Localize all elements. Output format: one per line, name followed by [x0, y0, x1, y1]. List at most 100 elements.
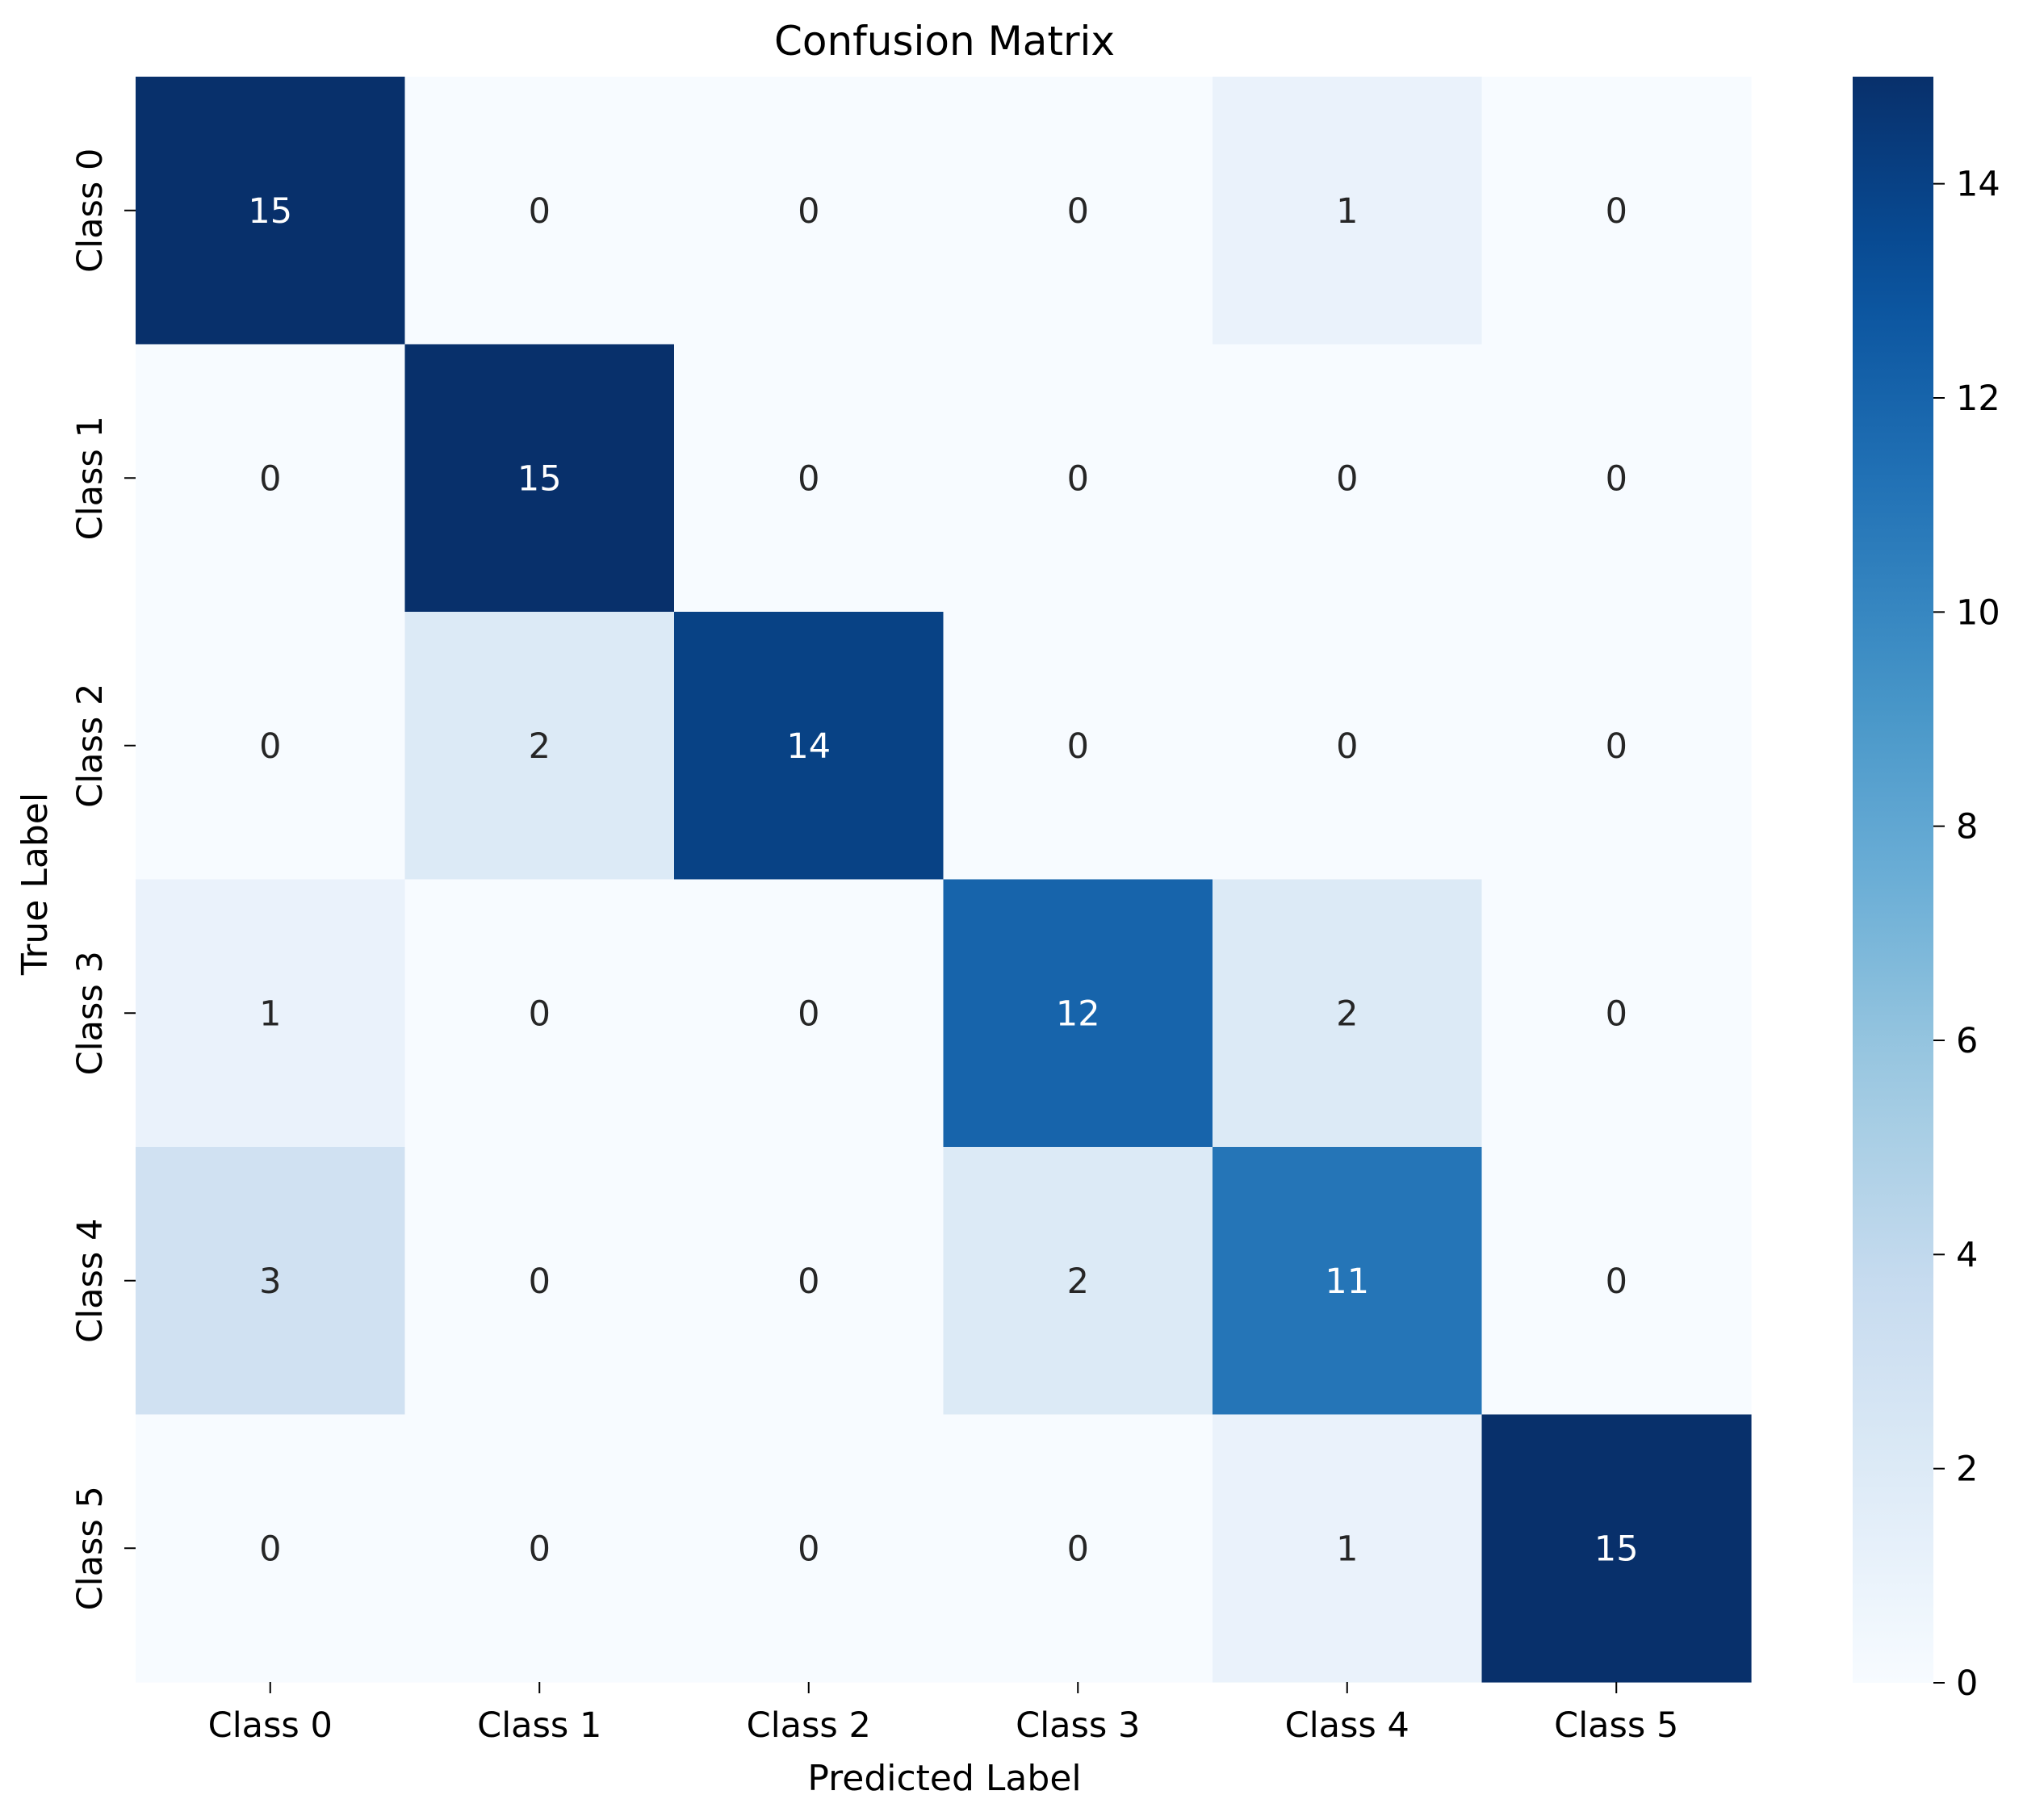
cell-value-label: 15: [517, 458, 562, 499]
heatmap-cell: [674, 77, 944, 345]
cell-value-label: 0: [798, 458, 819, 499]
y-tick-label: Class 2: [70, 684, 111, 808]
heatmap-cell: [136, 879, 406, 1148]
heatmap-cell: [943, 879, 1213, 1148]
cell-value-label: 12: [1056, 994, 1100, 1034]
colorbar-tick-label: 12: [1956, 379, 2000, 419]
colorbar-tick-label: 4: [1956, 1235, 1978, 1275]
heatmap-cell: [404, 1414, 675, 1683]
chart-title: Confusion Matrix: [774, 18, 1115, 65]
cell-value-label: 0: [259, 726, 281, 767]
x-tick-label: Class 4: [1285, 1705, 1409, 1746]
cell-value-label: 15: [1594, 1529, 1639, 1569]
cell-value-label: 0: [1067, 1529, 1089, 1569]
cell-value-label: 1: [1336, 1529, 1358, 1569]
cell-value-label: 0: [1606, 191, 1627, 232]
x-tick-label: Class 1: [477, 1705, 601, 1746]
y-tick-label: Class 3: [70, 951, 111, 1075]
cell-value-label: 2: [529, 726, 551, 767]
x-tick-label: Class 3: [1016, 1705, 1140, 1746]
heatmap-cell: [404, 1147, 675, 1416]
cell-value-label: 0: [1606, 458, 1627, 499]
cell-value-label: 0: [1067, 191, 1089, 232]
heatmap-cell: [674, 879, 944, 1148]
heatmap-cell: [1481, 1147, 1752, 1416]
cell-value-label: 15: [248, 191, 292, 232]
heatmap-cell: [1213, 77, 1483, 345]
colorbar-tick-label: 6: [1956, 1021, 1978, 1061]
cell-value-label: 2: [1336, 994, 1358, 1034]
cell-value-label: 0: [529, 994, 551, 1034]
heatmap-cell: [136, 612, 406, 881]
heatmap-cell: [136, 1147, 406, 1416]
y-tick-label: Class 0: [70, 149, 111, 273]
colorbar: [1853, 77, 1933, 1683]
cell-value-label: 0: [1336, 458, 1358, 499]
y-tick-label: Class 5: [70, 1486, 111, 1610]
y-axis-label: True Label: [15, 793, 56, 976]
cell-value-label: 0: [798, 1261, 819, 1302]
heatmap-cell: [674, 344, 944, 613]
cell-value-label: 0: [1067, 726, 1089, 767]
colorbar-tick-label: 0: [1956, 1663, 1978, 1704]
cell-value-label: 0: [529, 1529, 551, 1569]
y-tick-label: Class 4: [70, 1219, 111, 1343]
heatmap-cell: [136, 1414, 406, 1683]
cell-value-label: 14: [786, 726, 831, 767]
cell-value-label: 1: [1336, 191, 1358, 232]
heatmap-cells: [136, 77, 1752, 1683]
heatmap-cell: [1481, 1414, 1752, 1683]
cell-value-label: 0: [1606, 1261, 1627, 1302]
x-tick-label: Class 5: [1554, 1705, 1678, 1746]
cell-value-label: 0: [259, 458, 281, 499]
cell-value-label: 0: [529, 191, 551, 232]
x-tick-label: Class 2: [747, 1705, 871, 1746]
cell-value-label: 0: [798, 994, 819, 1034]
colorbar-ticks: 0 2 4 6 8 10 12 14: [1933, 165, 2000, 1704]
heatmap-cell: [674, 1414, 944, 1683]
heatmap-cell: [1481, 344, 1752, 613]
x-tick-label: Class 0: [208, 1705, 333, 1746]
heatmap-cell: [674, 1147, 944, 1416]
colorbar-tick-label: 14: [1956, 165, 2000, 205]
x-axis-label: Predicted Label: [807, 1758, 1081, 1799]
colorbar-gradient: [1853, 77, 1933, 1683]
heatmap-cell: [1213, 1147, 1483, 1416]
colorbar-tick-label: 8: [1956, 807, 1978, 847]
heatmap-cell: [1213, 344, 1483, 613]
cell-value-label: 2: [1067, 1261, 1089, 1302]
heatmap-cell: [404, 612, 675, 881]
heatmap-cell: [674, 612, 944, 881]
heatmap-cell: [1213, 612, 1483, 881]
cell-value-label: 1: [259, 994, 281, 1034]
heatmap-cell: [943, 1414, 1213, 1683]
cell-value-label: 0: [1606, 726, 1627, 767]
cell-value-label: 0: [529, 1261, 551, 1302]
heatmap-cell: [1481, 612, 1752, 881]
heatmap-cell: [943, 344, 1213, 613]
heatmap-cell: [943, 612, 1213, 881]
cell-value-label: 0: [798, 191, 819, 232]
y-tick-label: Class 1: [70, 416, 111, 540]
heatmap-cell: [1481, 879, 1752, 1148]
heatmap-cell: [1481, 77, 1752, 345]
cell-value-label: 0: [1067, 458, 1089, 499]
heatmap-cell: [404, 344, 675, 613]
heatmap-cell: [136, 77, 406, 345]
heatmap-cell: [943, 1147, 1213, 1416]
cell-value-label: 3: [259, 1261, 281, 1302]
y-axis-ticks: Class 0 Class 1 Class 2 Class 3 Class 4 Class…: [70, 149, 136, 1610]
cell-annotations: 15 0 0 0 1 0 0 15 0 0 0 0 0 2 14 0 0 0 1 0 0 12 2 0 3 0 0 2 11 0 0 0 0 0 1…: [248, 191, 1638, 1570]
cell-value-label: 0: [1336, 726, 1358, 767]
colorbar-tick-label: 10: [1956, 592, 2000, 633]
heatmap-cell: [404, 879, 675, 1148]
cell-value-label: 0: [259, 1529, 281, 1569]
cell-value-label: 0: [798, 1529, 819, 1569]
x-axis-ticks: Class 0 Class 1 Class 2 Class 3 Class 4 Class…: [208, 1682, 1678, 1746]
heatmap-cell: [943, 77, 1213, 345]
heatmap-cell: [136, 344, 406, 613]
colorbar-tick-label: 2: [1956, 1450, 1978, 1490]
heatmap-cell: [1213, 1414, 1483, 1683]
cell-value-label: 0: [1606, 994, 1627, 1034]
